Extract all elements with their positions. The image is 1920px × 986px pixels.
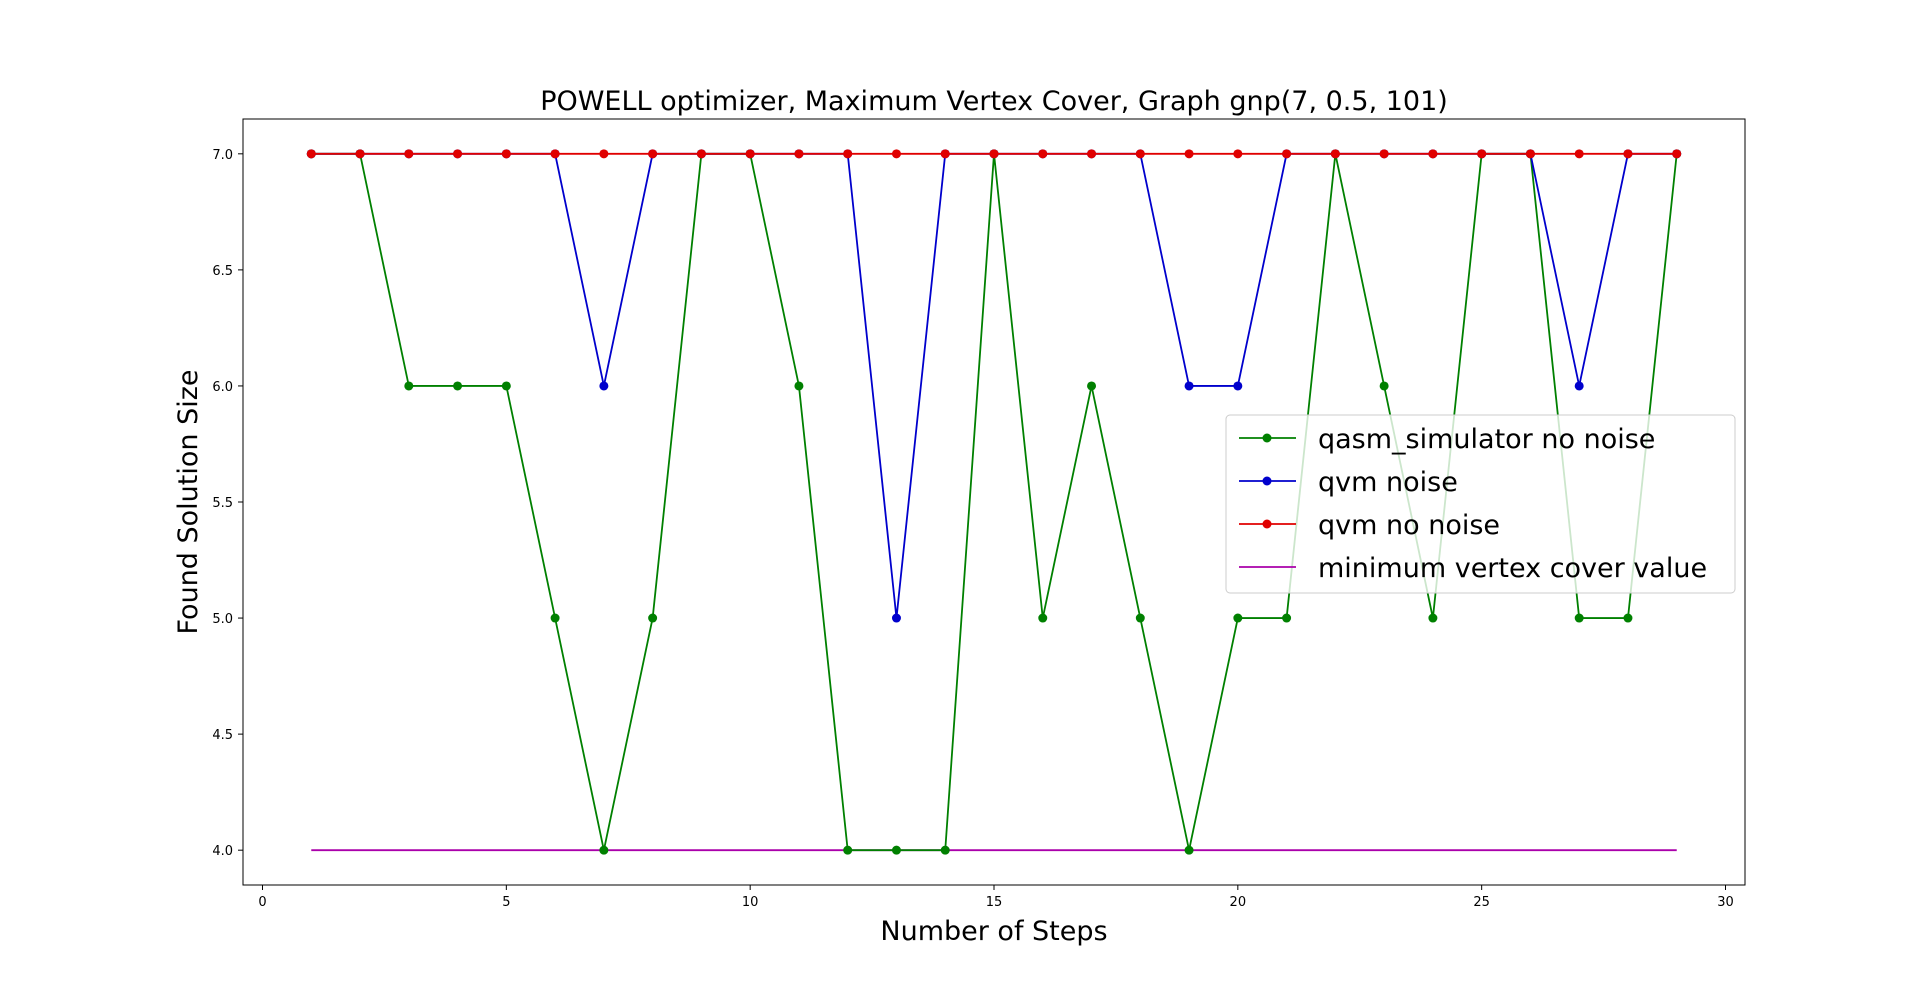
data-point [1038,149,1048,159]
y-tick-label: 5.5 [212,496,233,511]
legend-label: qvm no noise [1318,510,1500,541]
y-tick-label: 6.0 [212,380,233,395]
data-point [1282,149,1292,159]
legend-item: qvm noise [1239,467,1458,498]
data-point [1428,613,1438,623]
y-tick-label: 5.0 [212,612,233,627]
data-point [1672,149,1682,159]
legend-item: qasm_simulator no noise [1239,424,1655,455]
data-point [648,149,658,159]
data-point [891,845,901,855]
data-point [404,381,414,391]
data-point [306,149,316,159]
data-point [745,149,755,159]
chart-title: POWELL optimizer, Maximum Vertex Cover, … [540,86,1448,117]
data-point [1330,149,1340,159]
y-axis-label: Found Solution Size [173,369,204,634]
y-tick-label: 4.0 [212,844,233,859]
data-point [1233,613,1243,623]
data-point [599,845,609,855]
legend-label: minimum vertex cover value [1318,553,1707,584]
data-point [1477,149,1487,159]
data-point [550,149,560,159]
data-point [843,149,853,159]
data-point [1574,149,1584,159]
legend-swatch-marker [1262,519,1272,529]
data-point [1574,381,1584,391]
data-point [1038,613,1048,623]
data-point [696,149,706,159]
data-point [989,149,999,159]
data-point [1623,149,1633,159]
data-point [1184,381,1194,391]
data-point [940,149,950,159]
data-point [1574,613,1584,623]
data-point [599,149,609,159]
data-point [794,381,804,391]
data-point [1233,381,1243,391]
data-point [1135,613,1145,623]
data-point [404,149,414,159]
x-tick-label: 5 [502,895,510,910]
data-point [843,845,853,855]
legend: qasm_simulator no noise qvm noise qvm no n… [1225,414,1736,594]
x-axis-label: Number of Steps [880,916,1107,947]
data-point [1623,613,1633,623]
data-point [599,381,609,391]
plot-area [306,149,1682,855]
legend-box [1225,414,1736,594]
data-point [453,381,463,391]
data-point [1233,149,1243,159]
data-point [1282,613,1292,623]
x-tick-label: 30 [1717,895,1734,910]
x-tick-label: 0 [258,895,266,910]
x-tick-label: 25 [1473,895,1490,910]
data-point [501,381,511,391]
y-tick-label: 7.0 [212,148,233,163]
data-point [794,149,804,159]
x-tick-label: 10 [742,895,759,910]
x-tick-label: 20 [1230,895,1247,910]
data-point [355,149,365,159]
legend-item: minimum vertex cover value [1239,553,1707,584]
data-point [1525,149,1535,159]
data-point [453,149,463,159]
legend-label: qasm_simulator no noise [1318,424,1655,455]
data-point [891,613,901,623]
data-point [1087,381,1097,391]
data-point [1184,149,1194,159]
legend-item: qvm no noise [1239,510,1500,541]
data-point [1135,149,1145,159]
data-point [1184,845,1194,855]
data-point [1379,149,1389,159]
data-point [1379,381,1389,391]
data-point [940,845,950,855]
x-tick-label: 15 [986,895,1003,910]
data-point [501,149,511,159]
y-axis: 4.0 4.5 5.0 5.5 6.0 6.5 7.0 [212,148,243,859]
data-point [1428,149,1438,159]
legend-swatch-marker [1262,433,1272,443]
y-tick-label: 4.5 [212,728,233,743]
data-point [550,613,560,623]
data-point [1087,149,1097,159]
series-qvm-no-noise [306,149,1682,159]
data-point [648,613,658,623]
legend-swatch-marker [1262,476,1272,486]
y-tick-label: 6.5 [212,264,233,279]
x-axis: 0 5 10 15 20 25 30 [258,885,1734,910]
data-point [891,149,901,159]
legend-label: qvm noise [1318,467,1458,498]
